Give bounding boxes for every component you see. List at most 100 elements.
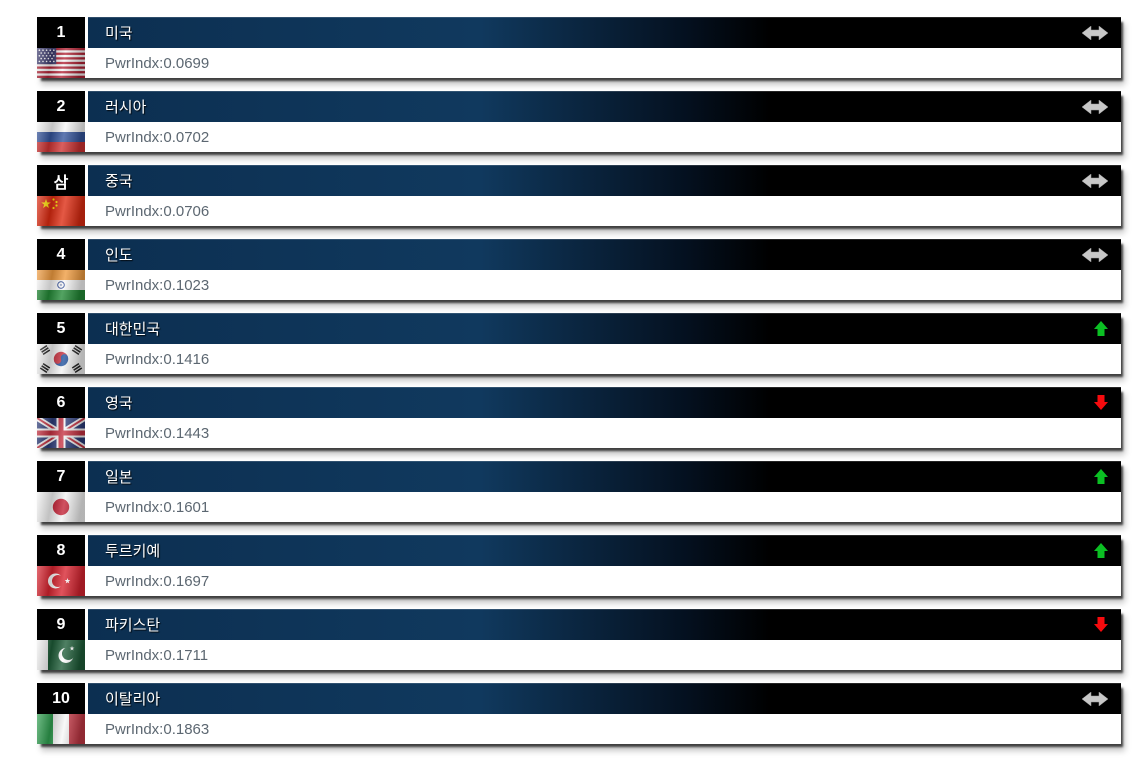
russia-flag-icon bbox=[37, 122, 85, 152]
ranking-row[interactable]: 삼 중국 PwrIndx: 0.0706 bbox=[37, 165, 1121, 226]
country-bar: 중국 bbox=[88, 165, 1121, 196]
china-flag-icon bbox=[37, 196, 85, 226]
trend-down-icon bbox=[1094, 395, 1108, 410]
ranking-row[interactable]: 9 파키스탄 PwrIndx: 0.1711 bbox=[37, 609, 1121, 670]
pwrindx-label: PwrIndx: bbox=[105, 424, 164, 442]
country-bar: 투르키예 bbox=[88, 535, 1121, 566]
ranking-row[interactable]: 4 인도 PwrIndx: 0.1023 bbox=[37, 239, 1121, 300]
row-main: 파키스탄 PwrIndx: 0.1711 bbox=[88, 609, 1121, 670]
pwrindx-value: 0.1863 bbox=[163, 720, 210, 738]
country-bar: 미국 bbox=[88, 17, 1121, 48]
pwrindx-label: PwrIndx: bbox=[105, 276, 164, 294]
pwrindx-value: 0.1416 bbox=[163, 350, 210, 368]
pwrindx-label: PwrIndx: bbox=[105, 498, 164, 516]
pwrindx-row: PwrIndx: 0.1601 bbox=[88, 492, 1121, 522]
usa-flag-icon bbox=[37, 48, 85, 78]
rank-column: 10 bbox=[37, 683, 88, 744]
row-main: 영국 PwrIndx: 0.1443 bbox=[88, 387, 1121, 448]
uk-flag-icon bbox=[37, 418, 85, 448]
pwrindx-value: 0.1443 bbox=[163, 424, 210, 442]
ranking-row[interactable]: 6 영국 PwrIndx: 0.1443 bbox=[37, 387, 1121, 448]
trend-same-icon bbox=[1082, 247, 1108, 262]
trend-same-icon bbox=[1082, 25, 1108, 40]
trend-up-icon bbox=[1094, 469, 1108, 484]
pwrindx-value: 0.0706 bbox=[163, 202, 210, 220]
row-main: 투르키예 PwrIndx: 0.1697 bbox=[88, 535, 1121, 596]
country-name: 중국 bbox=[105, 173, 133, 190]
country-bar: 일본 bbox=[88, 461, 1121, 492]
power-ranking-list: 1 미국 PwrIndx: 0.0699 2 bbox=[37, 17, 1121, 757]
country-name: 파키스탄 bbox=[105, 617, 161, 634]
ranking-row[interactable]: 1 미국 PwrIndx: 0.0699 bbox=[37, 17, 1121, 78]
row-main: 러시아 PwrIndx: 0.0702 bbox=[88, 91, 1121, 152]
trend-same-icon bbox=[1082, 173, 1108, 188]
row-main: 인도 PwrIndx: 0.1023 bbox=[88, 239, 1121, 300]
rank-column: 6 bbox=[37, 387, 88, 448]
row-main: 대한민국 PwrIndx: 0.1416 bbox=[88, 313, 1121, 374]
country-bar: 파키스탄 bbox=[88, 609, 1121, 640]
pwrindx-value: 0.0699 bbox=[163, 54, 210, 72]
trend-same-icon bbox=[1082, 99, 1108, 114]
south-korea-flag-icon bbox=[37, 344, 85, 374]
pwrindx-label: PwrIndx: bbox=[105, 572, 164, 590]
india-flag-icon bbox=[37, 270, 85, 300]
pwrindx-row: PwrIndx: 0.0706 bbox=[88, 196, 1121, 226]
country-bar: 이탈리아 bbox=[88, 683, 1121, 714]
trend-down-icon bbox=[1094, 617, 1108, 632]
pwrindx-label: PwrIndx: bbox=[105, 128, 164, 146]
rank-column: 8 bbox=[37, 535, 88, 596]
rank-number: 2 bbox=[37, 91, 85, 122]
pakistan-flag-icon bbox=[37, 640, 85, 670]
ranking-row[interactable]: 10 이탈리아 PwrIndx: 0.1863 bbox=[37, 683, 1121, 744]
rank-number: 4 bbox=[37, 239, 85, 270]
country-name: 러시아 bbox=[105, 99, 147, 116]
country-name: 미국 bbox=[105, 25, 133, 42]
rank-column: 삼 bbox=[37, 165, 88, 226]
pwrindx-value: 0.0702 bbox=[163, 128, 210, 146]
pwrindx-label: PwrIndx: bbox=[105, 720, 164, 738]
ranking-row[interactable]: 2 러시아 PwrIndx: 0.0702 bbox=[37, 91, 1121, 152]
rank-column: 7 bbox=[37, 461, 88, 522]
country-bar: 영국 bbox=[88, 387, 1121, 418]
country-name: 대한민국 bbox=[105, 321, 161, 338]
pwrindx-value: 0.1711 bbox=[163, 646, 209, 664]
row-main: 이탈리아 PwrIndx: 0.1863 bbox=[88, 683, 1121, 744]
pwrindx-row: PwrIndx: 0.1697 bbox=[88, 566, 1121, 596]
pwrindx-row: PwrIndx: 0.1711 bbox=[88, 640, 1121, 670]
italy-flag-icon bbox=[37, 714, 85, 744]
ranking-row[interactable]: 7 일본 PwrIndx: 0.1601 bbox=[37, 461, 1121, 522]
country-name: 인도 bbox=[105, 247, 133, 264]
rank-number: 삼 bbox=[37, 165, 85, 196]
pwrindx-row: PwrIndx: 0.1023 bbox=[88, 270, 1121, 300]
pwrindx-row: PwrIndx: 0.1443 bbox=[88, 418, 1121, 448]
rank-number: 7 bbox=[37, 461, 85, 492]
ranking-row[interactable]: 8 투르키예 PwrIndx: 0.1697 bbox=[37, 535, 1121, 596]
pwrindx-label: PwrIndx: bbox=[105, 646, 164, 664]
japan-flag-icon bbox=[37, 492, 85, 522]
rank-column: 9 bbox=[37, 609, 88, 670]
rank-column: 5 bbox=[37, 313, 88, 374]
trend-up-icon bbox=[1094, 321, 1108, 336]
rank-column: 4 bbox=[37, 239, 88, 300]
country-name: 일본 bbox=[105, 469, 133, 486]
pwrindx-value: 0.1697 bbox=[163, 572, 210, 590]
pwrindx-value: 0.1023 bbox=[163, 276, 210, 294]
pwrindx-label: PwrIndx: bbox=[105, 350, 164, 368]
country-name: 투르키예 bbox=[105, 543, 161, 560]
rank-number: 10 bbox=[37, 683, 85, 714]
rank-number: 6 bbox=[37, 387, 85, 418]
rank-column: 2 bbox=[37, 91, 88, 152]
rank-number: 1 bbox=[37, 17, 85, 48]
rank-number: 5 bbox=[37, 313, 85, 344]
pwrindx-row: PwrIndx: 0.0699 bbox=[88, 48, 1121, 78]
pwrindx-row: PwrIndx: 0.0702 bbox=[88, 122, 1121, 152]
pwrindx-row: PwrIndx: 0.1416 bbox=[88, 344, 1121, 374]
trend-up-icon bbox=[1094, 543, 1108, 558]
pwrindx-row: PwrIndx: 0.1863 bbox=[88, 714, 1121, 744]
rank-column: 1 bbox=[37, 17, 88, 78]
country-bar: 인도 bbox=[88, 239, 1121, 270]
ranking-row[interactable]: 5 대한민국 bbox=[37, 313, 1121, 374]
row-main: 중국 PwrIndx: 0.0706 bbox=[88, 165, 1121, 226]
pwrindx-value: 0.1601 bbox=[163, 498, 210, 516]
country-name: 영국 bbox=[105, 395, 133, 412]
